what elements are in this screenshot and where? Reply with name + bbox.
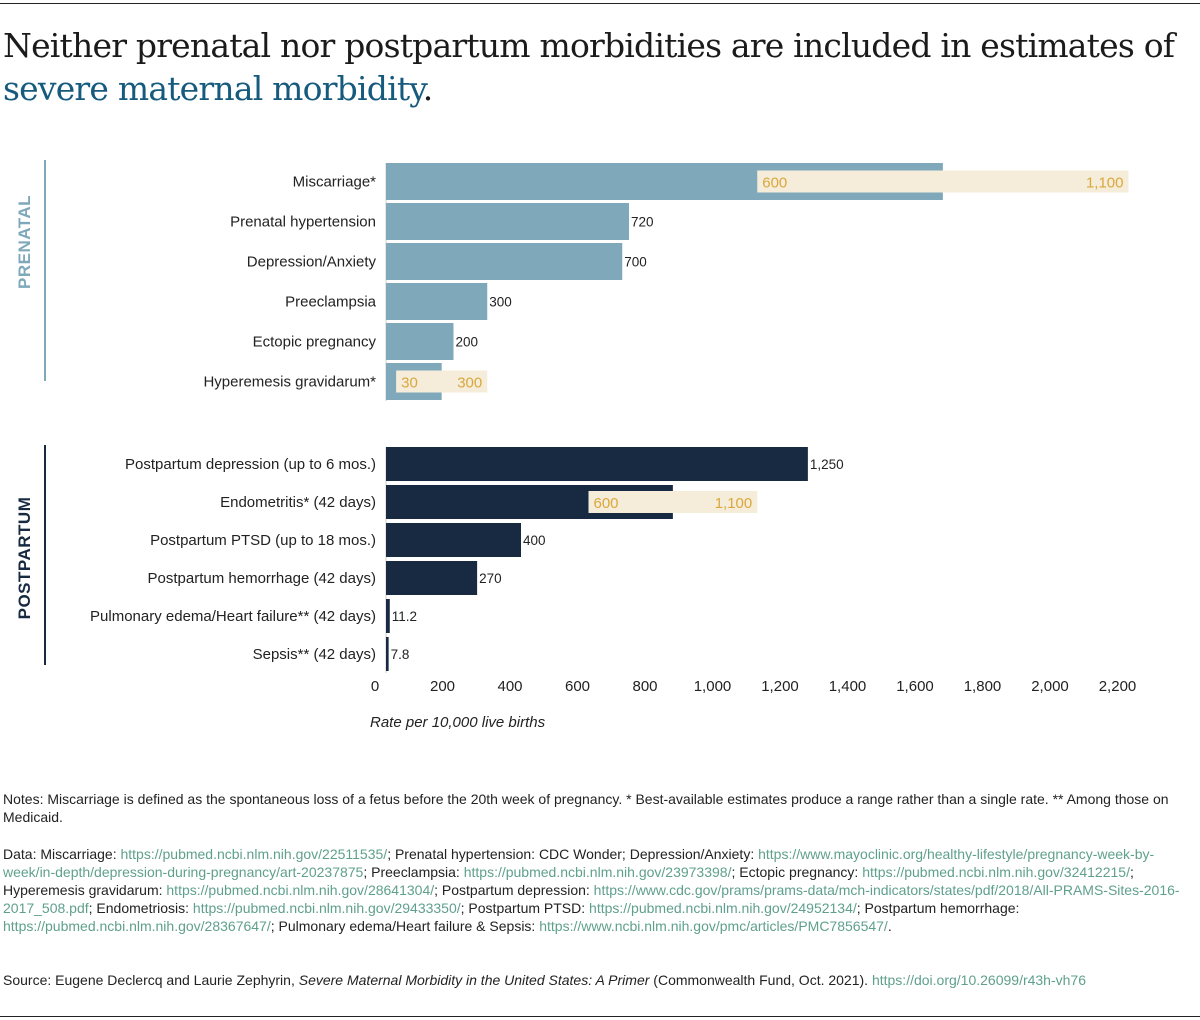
category-label: Postpartum PTSD (up to 18 mos.) — [150, 532, 376, 549]
category-label: Pulmonary edema/Heart failure** (42 days… — [90, 608, 376, 625]
notes: Notes: Miscarriage is defined as the spo… — [3, 791, 1169, 825]
bar-chart: PRENATAL Miscarriage* 600 1,100 Prenatal hyp… — [15, 160, 1137, 731]
category-label: Depression/Anxiety — [247, 254, 377, 271]
bar — [386, 447, 808, 481]
range-box — [588, 491, 758, 513]
bottom-rule — [0, 1016, 1200, 1017]
range-high-label: 300 — [457, 375, 482, 392]
range-low-label: 600 — [762, 175, 787, 192]
x-tick-label: 400 — [497, 678, 522, 695]
category-label: Sepsis** (42 days) — [253, 646, 376, 663]
category-label: Postpartum hemorrhage (42 days) — [148, 570, 376, 587]
bar — [386, 243, 623, 280]
source-text: ; Hyperemesis gravidarum: — [3, 864, 1134, 898]
x-tick-label: 1,800 — [964, 678, 1002, 695]
range-high-label: 1,100 — [715, 495, 753, 512]
source-text: ; Ectopic pregnancy: — [731, 864, 863, 880]
bar — [386, 561, 478, 595]
top-rule — [0, 3, 1200, 4]
value-label: 300 — [489, 295, 512, 310]
source-link[interactable]: https://pubmed.ncbi.nlm.nih.gov/28641304… — [166, 882, 435, 898]
category-label: Ectopic pregnancy — [253, 334, 377, 351]
source-prefix: Source: Eugene Declercq and Laurie Zephy… — [3, 972, 299, 988]
value-label: 7.8 — [391, 647, 410, 662]
source-title: Severe Maternal Morbidity in the United … — [298, 972, 650, 988]
x-axis-title: Rate per 10,000 live births — [370, 714, 546, 731]
range-high-label: 1,100 — [1086, 175, 1124, 192]
x-tick-label: 1,400 — [829, 678, 867, 695]
value-label: 11.2 — [392, 609, 417, 624]
title-highlight: severe maternal morbidity — [3, 69, 424, 108]
x-tick-label: 600 — [565, 678, 590, 695]
x-tick-label: 2,200 — [1099, 678, 1137, 695]
x-tick-label: 1,000 — [694, 678, 732, 695]
value-label: 200 — [456, 335, 479, 350]
source: Source: Eugene Declercq and Laurie Zephy… — [3, 971, 1193, 989]
source-link[interactable]: https://www.ncbi.nlm.nih.gov/pmc/article… — [539, 918, 888, 934]
group-label: PRENATAL — [15, 195, 34, 289]
value-label: 400 — [523, 533, 546, 548]
source-link[interactable]: https://pubmed.ncbi.nlm.nih.gov/23973398… — [463, 864, 732, 880]
bar — [386, 283, 488, 320]
source-link[interactable]: https://pubmed.ncbi.nlm.nih.gov/24952134… — [589, 900, 857, 916]
category-label: Hyperemesis gravidarum* — [203, 374, 376, 391]
value-label: 1,250 — [810, 457, 844, 472]
value-label: 700 — [624, 255, 647, 270]
bar — [386, 637, 389, 671]
page-title: Neither prenatal nor postpartum morbidit… — [3, 24, 1198, 110]
source-text: ; Prenatal hypertension: CDC Wonder; Dep… — [387, 846, 759, 862]
source-link[interactable]: https://pubmed.ncbi.nlm.nih.gov/29433350… — [192, 900, 461, 916]
title-text: Neither prenatal nor postpartum morbidit… — [3, 26, 1175, 65]
category-label: Prenatal hypertension — [230, 214, 376, 231]
x-tick-label: 200 — [430, 678, 455, 695]
value-label: 720 — [631, 215, 654, 230]
data-sources: Data: Miscarriage: https://pubmed.ncbi.n… — [3, 845, 1193, 935]
source-link[interactable]: https://pubmed.ncbi.nlm.nih.gov/22511535… — [120, 846, 388, 862]
source-text: ; Endometriosis: — [88, 900, 193, 916]
x-tick-label: 2,000 — [1031, 678, 1069, 695]
range-low-label: 30 — [401, 375, 418, 392]
source-text: ; Preeclampsia: — [363, 864, 464, 880]
category-label: Preeclampsia — [285, 294, 377, 311]
bar — [386, 523, 521, 557]
value-label: 270 — [479, 571, 502, 586]
source-text: ; Pulmonary edema/Heart failure & Sepsis… — [270, 918, 540, 934]
source-text: . — [887, 918, 892, 934]
x-tick-label: 1,200 — [761, 678, 799, 695]
source-suffix: (Commonwealth Fund, Oct. 2021). — [649, 972, 872, 988]
bar — [386, 323, 454, 360]
source-text: Data: Miscarriage: — [3, 846, 121, 862]
category-label: Postpartum depression (up to 6 mos.) — [125, 456, 376, 473]
range-box — [757, 170, 1129, 193]
source-link[interactable]: https://pubmed.ncbi.nlm.nih.gov/28367647… — [3, 918, 271, 934]
source-text: ; Postpartum PTSD: — [460, 900, 590, 916]
category-label: Endometritis* (42 days) — [220, 494, 376, 511]
source-link[interactable]: https://pubmed.ncbi.nlm.nih.gov/32412215… — [862, 864, 1130, 880]
x-tick-label: 1,600 — [896, 678, 934, 695]
bar — [386, 203, 629, 240]
source-link[interactable]: https://www.cdc.gov/prams/prams-data/mch… — [3, 882, 1180, 916]
doi-link[interactable]: https://doi.org/10.26099/r43h-vh76 — [871, 972, 1086, 988]
source-text: ; Postpartum depression: — [434, 882, 594, 898]
bar — [386, 599, 390, 633]
source-link[interactable]: https://www.mayoclinic.org/healthy-lifes… — [3, 846, 1155, 880]
range-low-label: 600 — [594, 495, 619, 512]
title-end: . — [422, 69, 433, 108]
source-text: ; Postpartum hemorrhage: — [856, 900, 1020, 916]
range-box — [396, 370, 488, 393]
group-label: POSTPARTUM — [15, 497, 34, 620]
x-tick-label: 0 — [371, 678, 379, 695]
x-tick-label: 800 — [632, 678, 657, 695]
category-label: Miscarriage* — [293, 174, 377, 191]
